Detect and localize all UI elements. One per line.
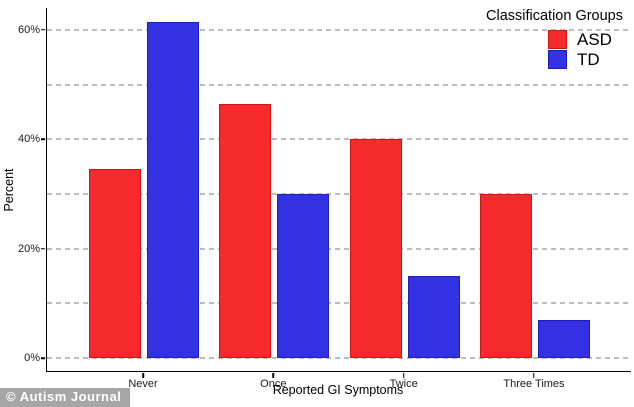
legend-label-td: TD	[577, 49, 600, 69]
y-tick-label-20: 20%	[17, 242, 40, 255]
bar-asd-twice	[349, 139, 402, 358]
gridline-60	[47, 28, 631, 31]
bar-td-three-times	[537, 319, 590, 358]
y-tick-label-40: 40%	[17, 133, 40, 146]
gridline-50	[47, 83, 631, 86]
x-tick-mark-1	[272, 373, 275, 378]
td-color-swatch	[548, 49, 567, 69]
x-tick-label-once: Once	[260, 378, 287, 390]
x-tick-mark-0	[142, 373, 144, 378]
y-tick-mark-40	[41, 138, 45, 141]
legend-label-asd: ASD	[577, 29, 612, 49]
y-tick-label-0: 0%	[24, 352, 40, 364]
x-axis-title: Reported GI Symptoms	[272, 383, 404, 397]
bar-td-once	[277, 193, 330, 358]
bar-td-twice	[407, 275, 460, 358]
y-axis-title: Percent	[2, 168, 16, 212]
bar-td-never	[147, 21, 199, 358]
bar-asd-never	[89, 169, 141, 358]
gridline-40	[47, 138, 631, 141]
gridline-30	[47, 192, 631, 195]
legend-item-td: TD	[548, 49, 626, 69]
x-tick-mark-2	[402, 373, 405, 378]
legend-item-asd: ASD	[548, 29, 626, 49]
asd-color-swatch	[548, 29, 567, 49]
y-tick-mark-0	[41, 357, 45, 359]
watermark: © Autism Journal	[0, 388, 131, 407]
x-tick-label-never: Never	[128, 378, 158, 390]
gridline-0	[47, 357, 631, 359]
legend-title: Classification Groups	[486, 8, 623, 24]
x-tick-label-three-times: Three Times	[503, 378, 565, 390]
gridline-20	[47, 247, 631, 250]
y-tick-mark-20	[41, 247, 45, 250]
x-tick-label-twice: Twice	[389, 378, 418, 390]
y-tick-label-60: 60%	[17, 23, 40, 36]
y-tick-mark-60	[41, 29, 45, 31]
bar-asd-once	[219, 103, 272, 358]
x-tick-mark-3	[533, 373, 535, 378]
gridline-10	[47, 302, 631, 305]
bar-asd-three-times	[479, 193, 532, 358]
plot-panel	[46, 8, 631, 372]
legend: Classification Groups ASD TD	[486, 8, 626, 69]
